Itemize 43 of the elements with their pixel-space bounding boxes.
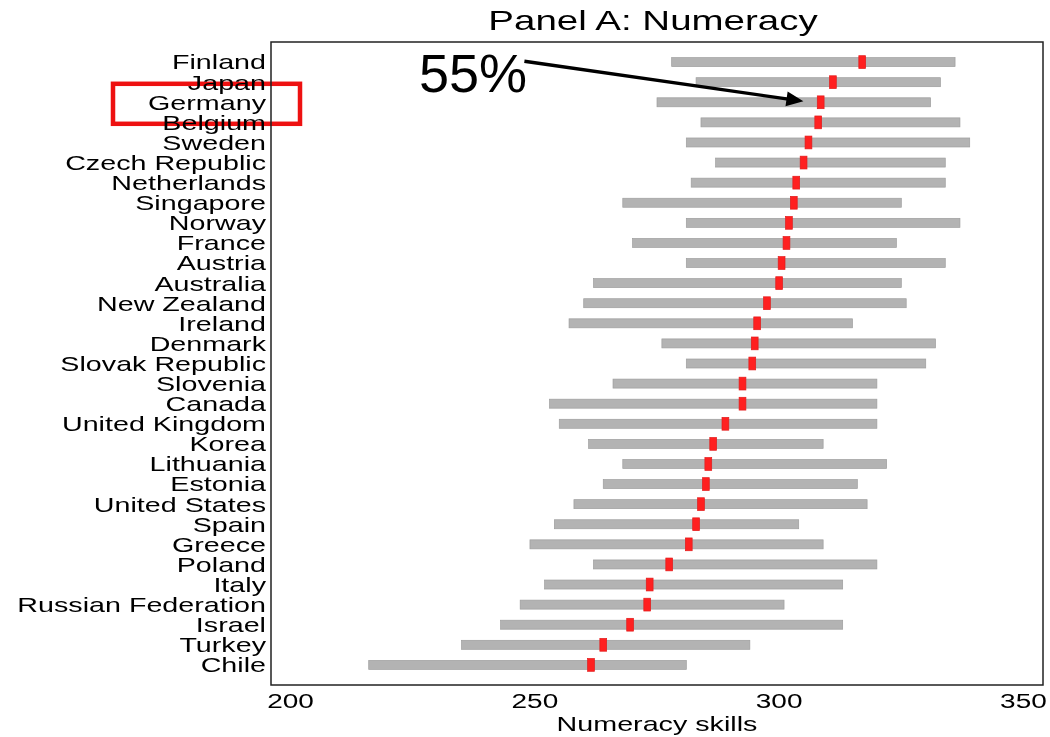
x-tick-label: 300 [755,689,803,713]
bar [622,197,902,208]
x-tick-label: 250 [511,689,559,713]
bar [593,278,902,288]
bar [529,539,824,550]
y-tick-label: Poland [176,552,266,576]
bar [632,238,897,248]
bar [685,137,971,148]
bar [695,77,941,88]
bar [568,318,853,329]
chart-title: Panel A: Numeracy [488,5,818,36]
y-tick-label: Czech Republic [65,151,266,175]
bar [622,459,887,469]
bar [685,217,961,228]
y-tick-label: Finland [171,50,266,74]
bar [685,258,946,268]
x-tick-label: 200 [267,689,314,713]
bar [593,559,878,570]
bar [685,358,927,369]
bar [549,398,878,409]
y-tick-label: Italy [213,573,267,597]
bar [544,579,844,590]
y-tick-label: Singapore [135,191,266,215]
bar [690,177,946,188]
bar [558,418,878,429]
bar [588,439,824,449]
bar [715,157,946,168]
bar [583,298,907,309]
x-tick-label: 350 [1000,689,1047,713]
bar [700,117,961,128]
annotation: 55% [418,43,527,103]
bar [519,599,785,610]
bar [671,57,956,67]
bar [368,660,687,670]
x-axis-title: Numeracy skills [556,712,758,736]
bar [461,639,751,650]
bar [602,479,858,489]
bar [612,378,878,389]
bar [661,338,936,349]
bar [656,97,931,108]
bar [500,619,844,630]
bar [554,519,800,530]
bar [573,499,868,510]
